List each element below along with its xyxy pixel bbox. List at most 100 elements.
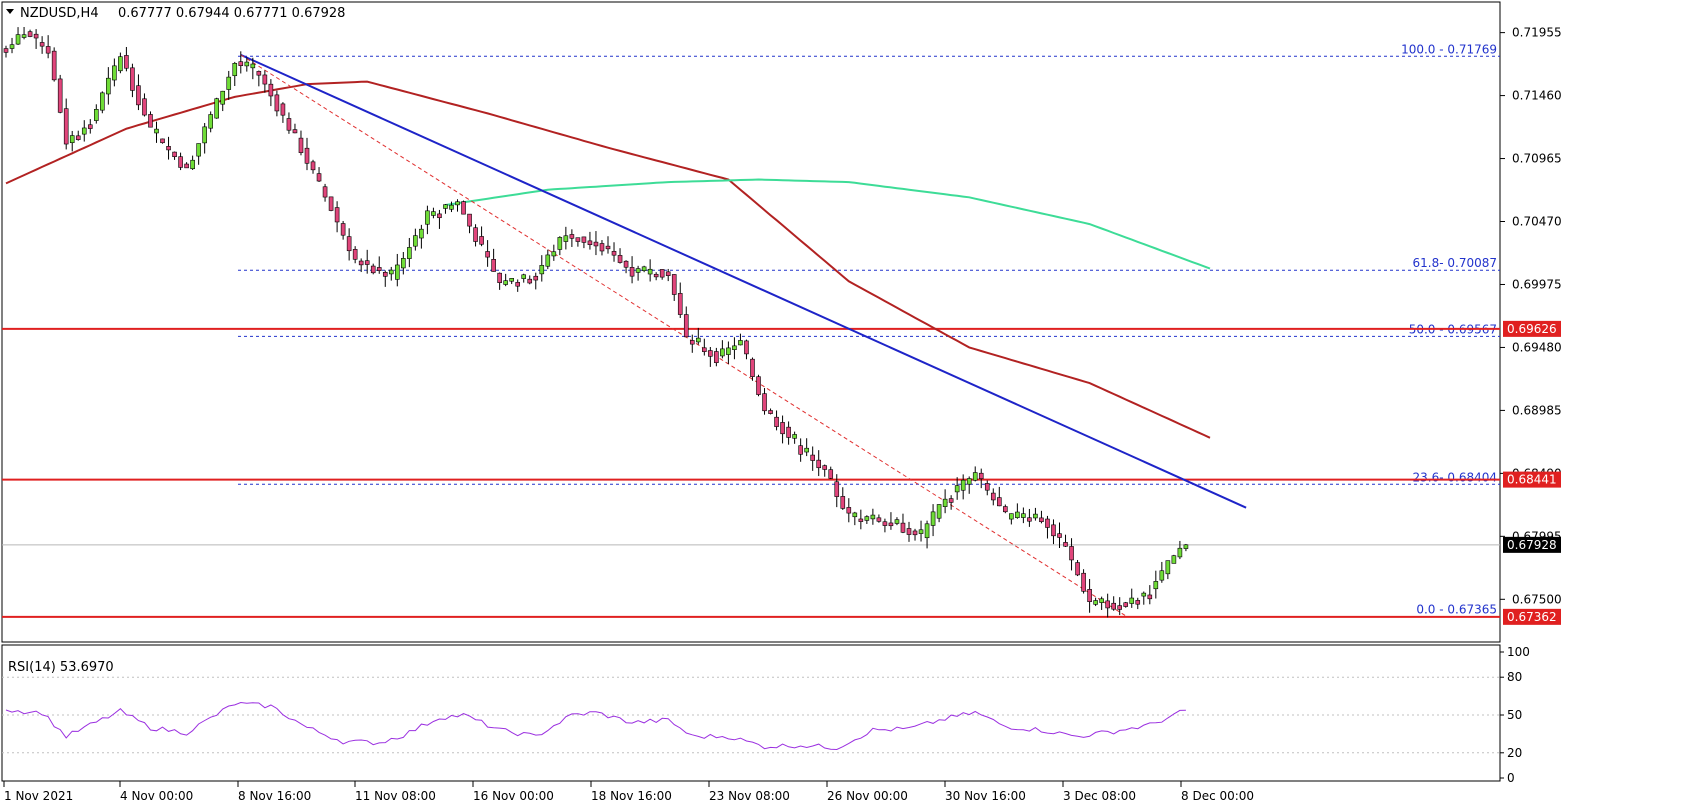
bearish-candle[interactable]	[750, 358, 755, 377]
bearish-candle[interactable]	[63, 108, 69, 145]
bearish-candle[interactable]	[136, 85, 141, 106]
bullish-candle[interactable]	[551, 251, 557, 257]
bullish-candle[interactable]	[21, 34, 27, 38]
bullish-candle[interactable]	[425, 210, 430, 225]
bearish-candle[interactable]	[900, 522, 906, 533]
bearish-candle[interactable]	[702, 347, 707, 352]
bearish-candle[interactable]	[665, 271, 671, 276]
bullish-candle[interactable]	[431, 211, 436, 216]
bullish-candle[interactable]	[521, 274, 527, 279]
bearish-candle[interactable]	[437, 213, 442, 219]
bearish-candle[interactable]	[605, 245, 611, 250]
bearish-candle[interactable]	[906, 528, 912, 535]
bearish-candle[interactable]	[882, 521, 888, 526]
bullish-candle[interactable]	[1171, 555, 1177, 564]
bearish-candle[interactable]	[689, 340, 695, 345]
bearish-candle[interactable]	[298, 137, 304, 153]
bearish-candle[interactable]	[491, 259, 496, 272]
bullish-candle[interactable]	[214, 98, 219, 119]
bullish-candle[interactable]	[924, 523, 930, 539]
bearish-candle[interactable]	[623, 260, 629, 268]
bullish-candle[interactable]	[443, 204, 448, 209]
bullish-candle[interactable]	[1009, 513, 1014, 520]
bullish-candle[interactable]	[641, 266, 647, 271]
bullish-candle[interactable]	[557, 237, 563, 250]
bearish-candle[interactable]	[166, 146, 171, 151]
bearish-candle[interactable]	[45, 46, 51, 54]
collapse-triangle-icon[interactable]	[6, 9, 14, 14]
bullish-candle[interactable]	[936, 504, 942, 519]
bullish-candle[interactable]	[9, 44, 15, 49]
bearish-candle[interactable]	[774, 416, 779, 427]
bullish-candle[interactable]	[407, 247, 412, 259]
bullish-candle[interactable]	[539, 265, 545, 275]
bearish-trendline[interactable]	[240, 53, 1247, 509]
bearish-candle[interactable]	[1003, 506, 1008, 513]
bearish-candle[interactable]	[858, 518, 864, 522]
bearish-candle[interactable]	[142, 98, 147, 116]
bearish-candle[interactable]	[798, 445, 803, 455]
bearish-candle[interactable]	[382, 271, 388, 277]
bullish-candle[interactable]	[1153, 581, 1159, 590]
bearish-candle[interactable]	[575, 237, 581, 242]
bullish-candle[interactable]	[930, 511, 936, 526]
bearish-candle[interactable]	[1123, 602, 1129, 607]
bullish-candle[interactable]	[1177, 547, 1183, 558]
bearish-candle[interactable]	[334, 207, 340, 223]
bullish-candle[interactable]	[792, 434, 797, 439]
bearish-candle[interactable]	[1027, 517, 1032, 522]
bearish-candle[interactable]	[3, 48, 9, 53]
bearish-candle[interactable]	[810, 454, 815, 461]
bearish-candle[interactable]	[316, 173, 322, 182]
bullish-candle[interactable]	[190, 159, 195, 170]
bullish-candle[interactable]	[1093, 600, 1098, 605]
bullish-candle[interactable]	[1129, 597, 1135, 604]
bullish-candle[interactable]	[118, 56, 123, 72]
bullish-candle[interactable]	[503, 280, 508, 285]
bearish-candle[interactable]	[340, 223, 346, 236]
bullish-candle[interactable]	[695, 337, 701, 343]
bearish-candle[interactable]	[1117, 605, 1122, 610]
bearish-candle[interactable]	[1063, 542, 1068, 547]
bearish-candle[interactable]	[346, 236, 352, 252]
bearish-candle[interactable]	[840, 496, 846, 509]
bearish-candle[interactable]	[816, 459, 822, 469]
bearish-candle[interactable]	[984, 483, 990, 491]
bullish-candle[interactable]	[954, 485, 960, 493]
bearish-candle[interactable]	[130, 67, 135, 91]
bearish-candle[interactable]	[1081, 572, 1086, 592]
bearish-candle[interactable]	[780, 422, 785, 435]
bearish-candle[interactable]	[569, 234, 575, 239]
bearish-candle[interactable]	[286, 118, 292, 131]
bearish-candle[interactable]	[473, 227, 478, 242]
bearish-candle[interactable]	[948, 498, 954, 503]
bearish-candle[interactable]	[1075, 562, 1080, 576]
bearish-candle[interactable]	[599, 243, 605, 252]
bearish-candle[interactable]	[352, 249, 358, 260]
bearish-candle[interactable]	[268, 83, 274, 97]
bearish-candle[interactable]	[768, 410, 773, 414]
bearish-candle[interactable]	[786, 426, 791, 438]
bearish-candle[interactable]	[876, 517, 882, 522]
bearish-candle[interactable]	[87, 124, 93, 129]
bullish-candle[interactable]	[720, 348, 725, 357]
bearish-candle[interactable]	[148, 114, 153, 128]
bearish-candle[interactable]	[172, 151, 177, 158]
bearish-candle[interactable]	[912, 530, 918, 536]
bearish-candle[interactable]	[479, 236, 484, 245]
bearish-candle[interactable]	[617, 255, 623, 263]
bearish-candle[interactable]	[828, 469, 834, 479]
bullish-candle[interactable]	[732, 345, 737, 350]
bullish-candle[interactable]	[635, 268, 641, 273]
bullish-candle[interactable]	[563, 235, 569, 242]
bullish-candle[interactable]	[1159, 570, 1165, 581]
bearish-candle[interactable]	[533, 275, 539, 281]
bullish-candle[interactable]	[918, 529, 924, 534]
bullish-candle[interactable]	[1033, 513, 1038, 519]
bearish-candle[interactable]	[822, 465, 828, 470]
bullish-candle[interactable]	[1021, 513, 1026, 518]
bullish-candle[interactable]	[960, 479, 966, 491]
bullish-candle[interactable]	[894, 519, 900, 524]
bullish-candle[interactable]	[1015, 511, 1020, 518]
bullish-candle[interactable]	[449, 204, 454, 210]
